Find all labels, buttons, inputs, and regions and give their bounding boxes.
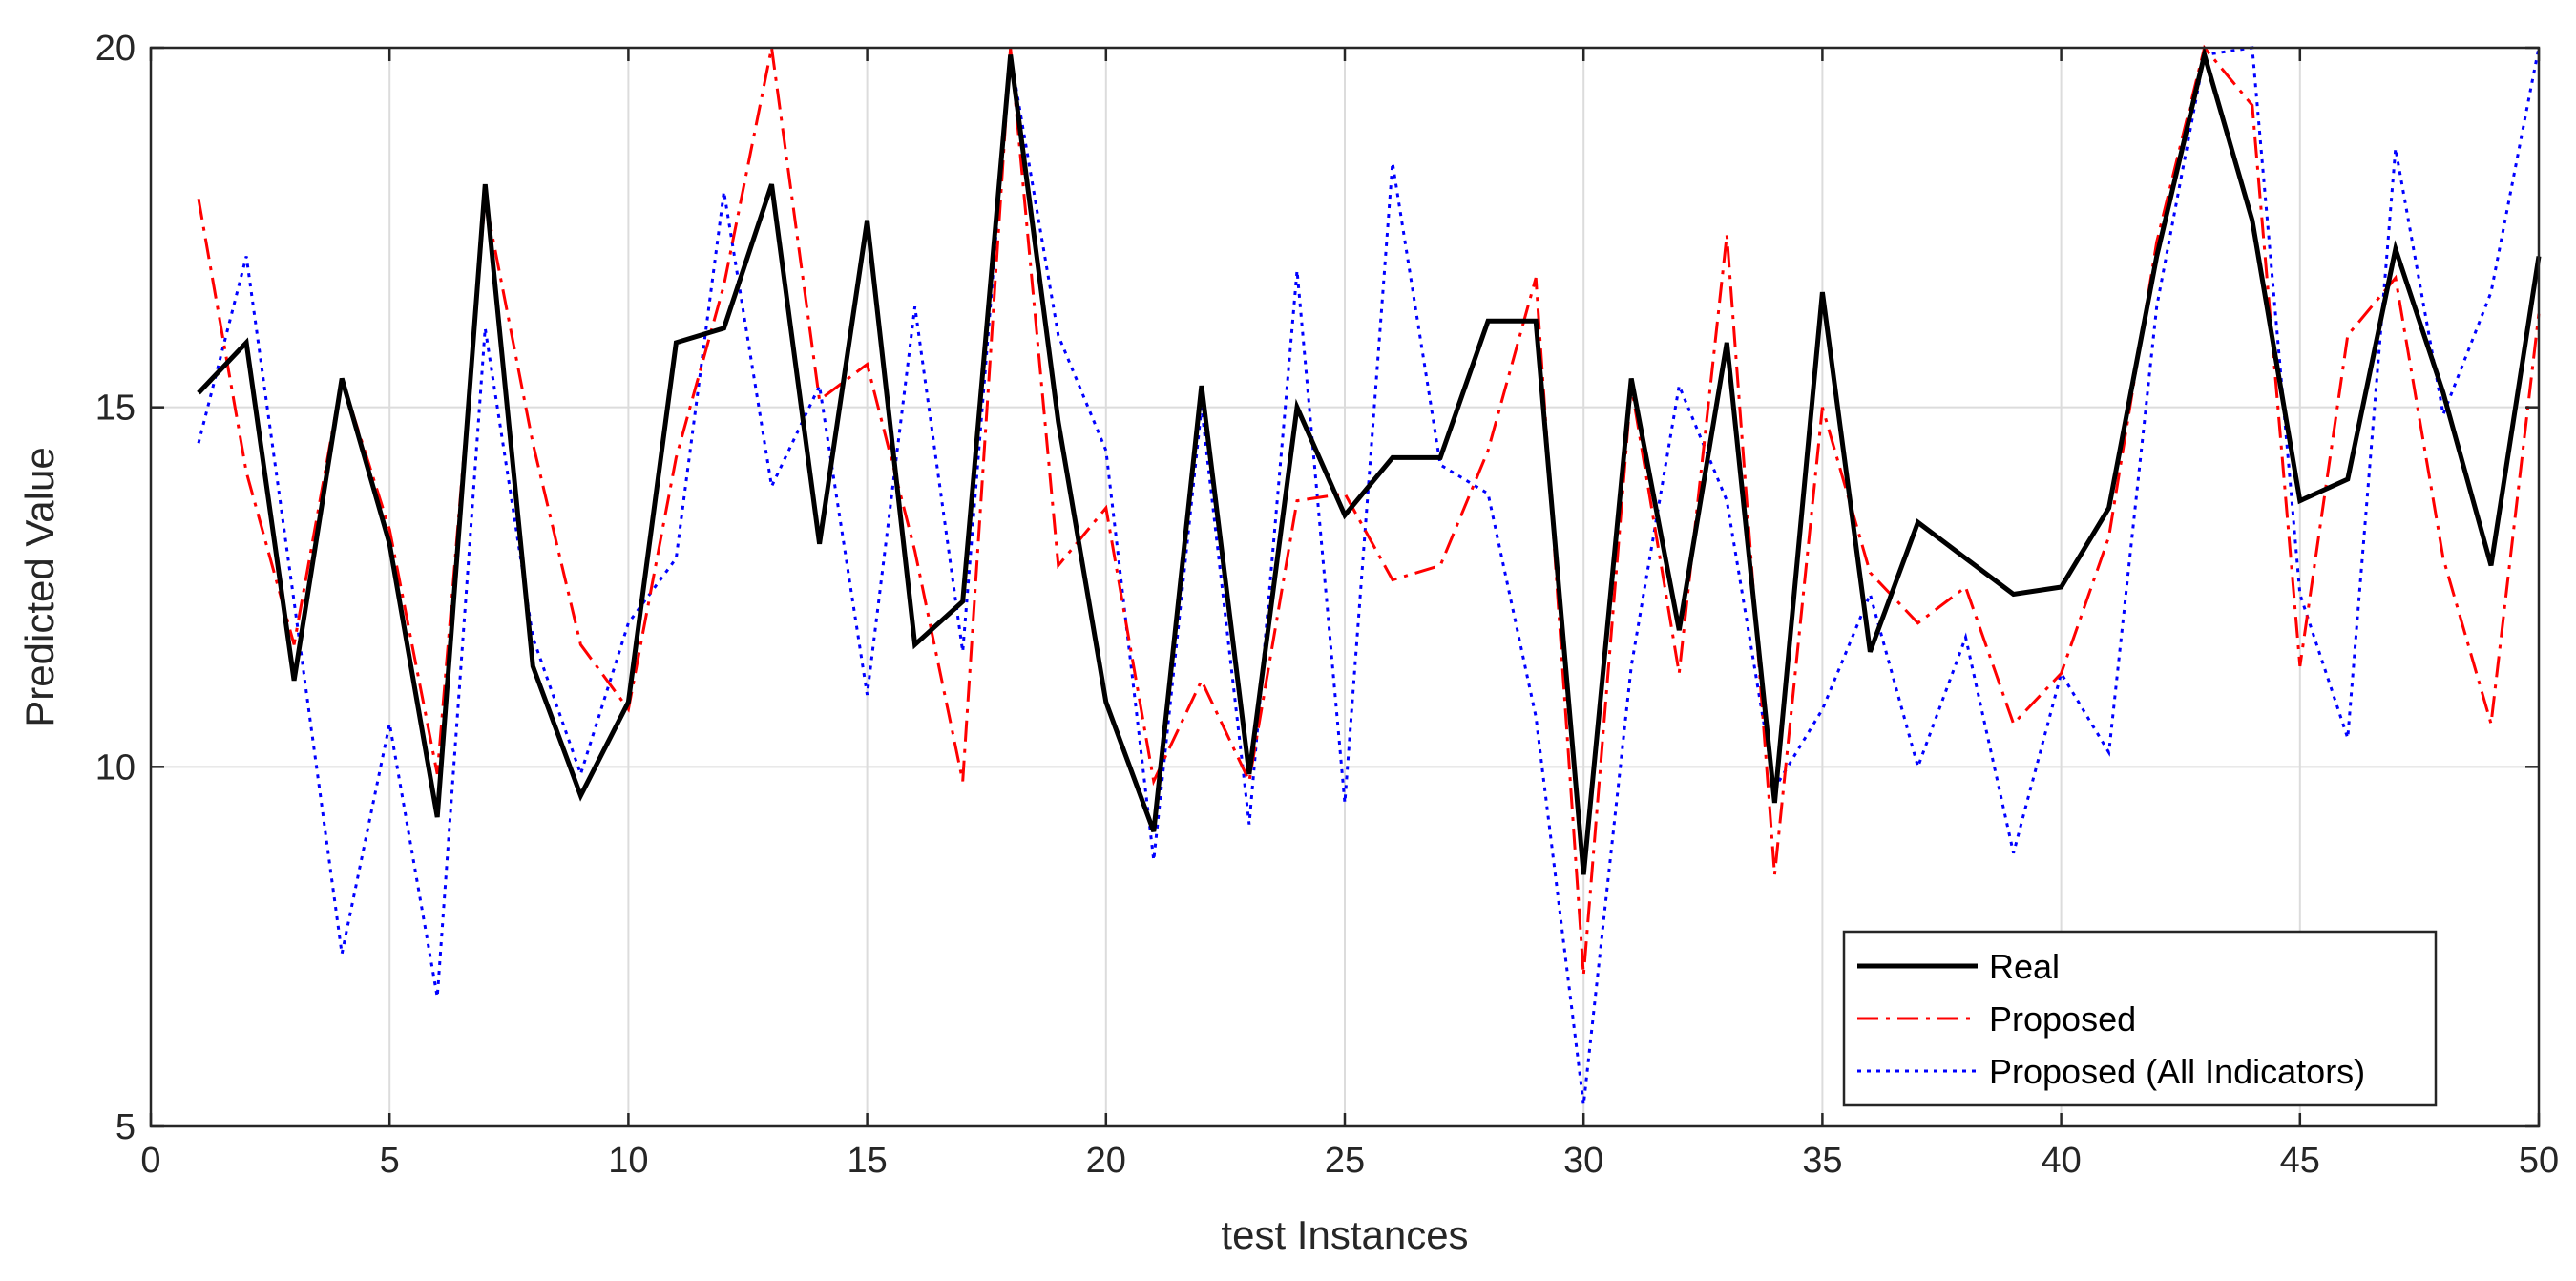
x-tick-label: 30 <box>1563 1141 1603 1181</box>
y-tick-label: 15 <box>95 388 136 429</box>
series-line-proposed <box>197 44 2541 976</box>
legend-entry-label: Proposed <box>1989 999 2136 1039</box>
x-tick-label: 40 <box>2041 1141 2081 1181</box>
x-tick-label: 15 <box>847 1141 887 1181</box>
legend: Real Proposed Proposed (All Indicators) <box>1842 930 2438 1107</box>
series-line-real <box>197 45 2542 875</box>
y-axis-label: Predicted Value <box>17 447 62 726</box>
x-tick-label: 5 <box>380 1141 400 1181</box>
legend-entry-label: Proposed (All Indicators) <box>1989 1052 2365 1091</box>
x-tick-label: 35 <box>1802 1141 1842 1181</box>
y-tick-label: 5 <box>115 1107 136 1147</box>
x-tick-label: 20 <box>1086 1141 1126 1181</box>
x-tick-label: 10 <box>608 1141 648 1181</box>
x-tick-label: 25 <box>1325 1141 1365 1181</box>
legend-entry-label: Real <box>1989 947 2060 986</box>
series-lines <box>197 44 2542 1105</box>
x-tick-label: 0 <box>140 1141 160 1181</box>
y-tick-label: 10 <box>95 747 136 788</box>
x-tick-label: 50 <box>2519 1141 2559 1181</box>
y-tick-label: 20 <box>95 29 136 69</box>
x-axis-label: test Instances <box>1221 1212 1468 1257</box>
x-tick-label: 45 <box>2280 1141 2320 1181</box>
